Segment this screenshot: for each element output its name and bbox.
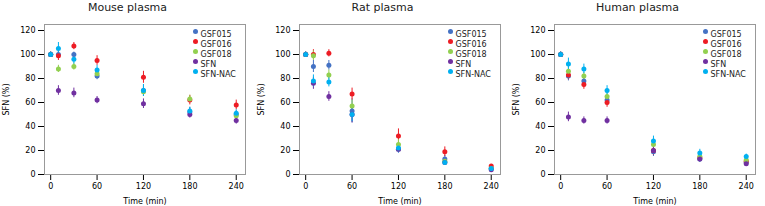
svg-text:GSF018: GSF018 — [711, 50, 742, 59]
svg-text:60: 60 — [280, 98, 290, 107]
svg-text:100: 100 — [20, 50, 35, 59]
svg-text:80: 80 — [280, 74, 290, 83]
svg-text:120: 120 — [391, 182, 406, 191]
svg-text:180: 180 — [692, 182, 707, 191]
svg-text:60: 60 — [602, 182, 612, 191]
svg-text:0: 0 — [540, 170, 545, 179]
svg-text:240: 240 — [229, 182, 244, 191]
svg-text:GSF016: GSF016 — [711, 40, 742, 49]
svg-text:60: 60 — [347, 182, 357, 191]
svg-text:GSF018: GSF018 — [201, 50, 232, 59]
svg-text:Time (min): Time (min) — [377, 197, 421, 206]
html-text:Human plasma: Human plasma — [595, 1, 680, 14]
svg-text:GSF015: GSF015 — [456, 30, 487, 39]
svg-text:60: 60 — [92, 182, 102, 191]
svg-text:120: 120 — [530, 26, 545, 35]
html-text:Mouse plasma: Mouse plasma — [87, 1, 168, 14]
svg-text:SFN-NAC: SFN-NAC — [456, 70, 492, 79]
svg-text:120: 120 — [136, 182, 151, 191]
svg-text:180: 180 — [437, 182, 452, 191]
svg-text:120: 120 — [20, 26, 35, 35]
svg-text:240: 240 — [484, 182, 499, 191]
svg-text:GSF016: GSF016 — [456, 40, 487, 49]
svg-text:20: 20 — [535, 146, 545, 155]
svg-text:80: 80 — [25, 74, 35, 83]
svg-text:0: 0 — [558, 182, 563, 191]
svg-text:0: 0 — [48, 182, 53, 191]
svg-text:120: 120 — [646, 182, 661, 191]
svg-text:GSF015: GSF015 — [201, 30, 232, 39]
svg-text:0: 0 — [303, 182, 308, 191]
svg-text:Time (min): Time (min) — [122, 197, 166, 206]
svg-text:GSF016: GSF016 — [201, 40, 232, 49]
svg-text:SFN (%): SFN (%) — [512, 83, 521, 115]
svg-text:240: 240 — [739, 182, 754, 191]
svg-text:180: 180 — [182, 182, 197, 191]
svg-text:20: 20 — [25, 146, 35, 155]
html-text:Rat plasma: Rat plasma — [351, 1, 414, 14]
svg-text:SFN (%): SFN (%) — [257, 83, 266, 115]
svg-text:80: 80 — [535, 74, 545, 83]
svg-text:SFN: SFN — [456, 60, 472, 69]
svg-text:Time (min): Time (min) — [632, 197, 676, 206]
svg-text:40: 40 — [25, 122, 35, 131]
svg-text:0: 0 — [30, 170, 35, 179]
svg-text:GSF018: GSF018 — [456, 50, 487, 59]
svg-text:SFN: SFN — [201, 60, 217, 69]
svg-text:60: 60 — [25, 98, 35, 107]
svg-text:SFN-NAC: SFN-NAC — [201, 70, 237, 79]
svg-text:40: 40 — [535, 122, 545, 131]
svg-text:GSF015: GSF015 — [711, 30, 742, 39]
svg-text:120: 120 — [275, 26, 290, 35]
svg-text:SFN (%): SFN (%) — [2, 83, 11, 115]
svg-text:100: 100 — [530, 50, 545, 59]
svg-text:100: 100 — [275, 50, 290, 59]
svg-text:SFN: SFN — [711, 60, 727, 69]
svg-text:20: 20 — [280, 146, 290, 155]
svg-text:60: 60 — [535, 98, 545, 107]
svg-text:0: 0 — [285, 170, 290, 179]
svg-text:40: 40 — [280, 122, 290, 131]
svg-text:SFN-NAC: SFN-NAC — [711, 70, 747, 79]
